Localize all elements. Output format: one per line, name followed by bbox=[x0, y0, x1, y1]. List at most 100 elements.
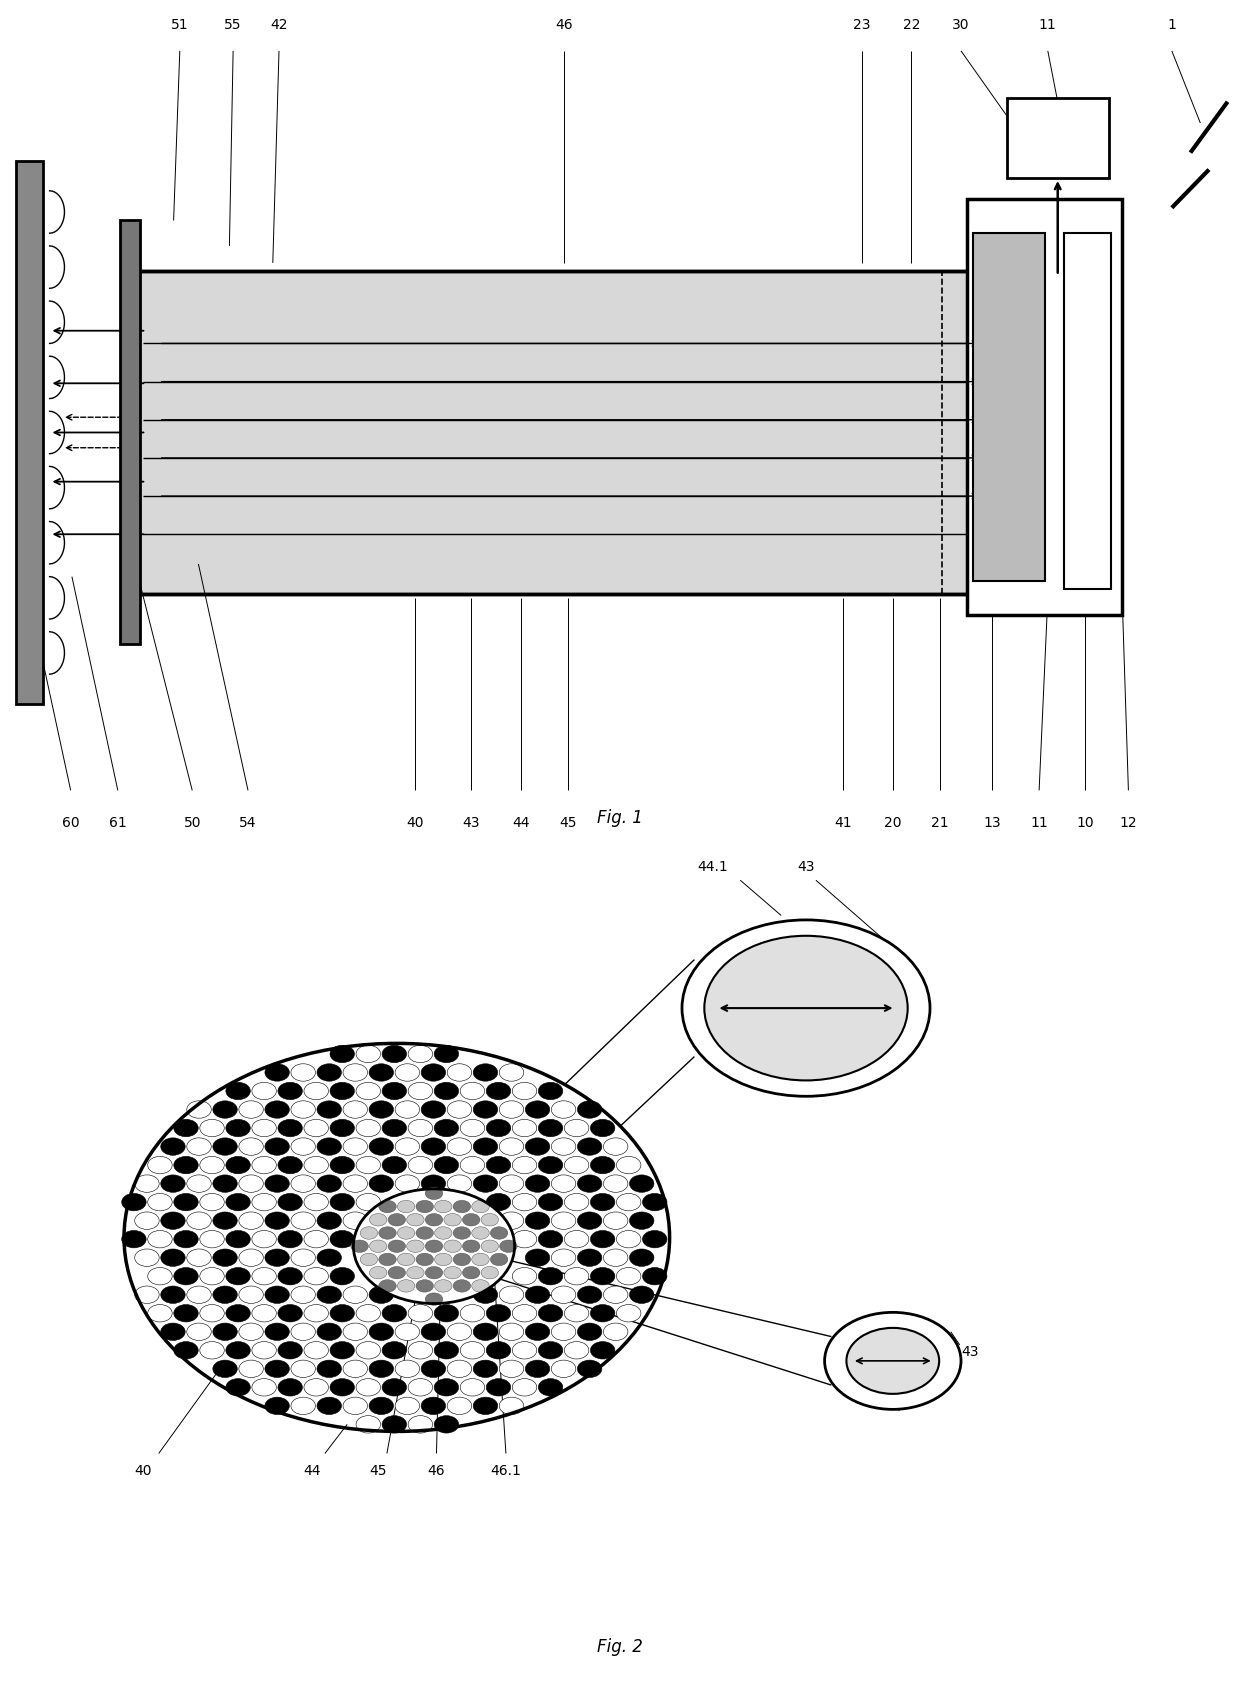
Circle shape bbox=[174, 1194, 198, 1211]
Circle shape bbox=[239, 1101, 263, 1118]
Circle shape bbox=[444, 1267, 461, 1279]
Circle shape bbox=[590, 1119, 615, 1136]
Circle shape bbox=[397, 1253, 415, 1265]
Circle shape bbox=[291, 1398, 315, 1414]
Circle shape bbox=[291, 1175, 315, 1192]
Circle shape bbox=[148, 1157, 172, 1174]
Circle shape bbox=[378, 1201, 397, 1213]
Circle shape bbox=[604, 1323, 627, 1340]
Circle shape bbox=[396, 1138, 419, 1155]
Circle shape bbox=[434, 1304, 459, 1321]
Circle shape bbox=[304, 1194, 329, 1211]
Circle shape bbox=[564, 1194, 589, 1211]
Circle shape bbox=[252, 1342, 277, 1358]
Circle shape bbox=[343, 1286, 367, 1304]
Circle shape bbox=[226, 1304, 250, 1321]
Circle shape bbox=[378, 1280, 397, 1292]
Circle shape bbox=[397, 1226, 415, 1240]
Bar bbox=[973, 234, 1045, 582]
Circle shape bbox=[226, 1119, 250, 1136]
Circle shape bbox=[415, 1226, 434, 1240]
Circle shape bbox=[448, 1101, 471, 1118]
Circle shape bbox=[471, 1226, 490, 1240]
Circle shape bbox=[278, 1082, 303, 1099]
Circle shape bbox=[552, 1175, 575, 1192]
Text: 23: 23 bbox=[853, 19, 870, 32]
Circle shape bbox=[174, 1157, 198, 1174]
Circle shape bbox=[304, 1231, 329, 1248]
Text: 43: 43 bbox=[961, 1345, 978, 1358]
Circle shape bbox=[463, 1214, 480, 1226]
Circle shape bbox=[564, 1342, 589, 1358]
Text: 43: 43 bbox=[797, 860, 815, 873]
Circle shape bbox=[388, 1267, 405, 1279]
Circle shape bbox=[304, 1082, 329, 1099]
Circle shape bbox=[512, 1304, 537, 1321]
Circle shape bbox=[330, 1045, 355, 1063]
Circle shape bbox=[448, 1175, 471, 1192]
Circle shape bbox=[304, 1267, 329, 1286]
Circle shape bbox=[330, 1082, 355, 1099]
Circle shape bbox=[422, 1063, 445, 1080]
Circle shape bbox=[200, 1342, 224, 1358]
Circle shape bbox=[382, 1416, 407, 1433]
Circle shape bbox=[291, 1213, 315, 1230]
Circle shape bbox=[408, 1157, 433, 1174]
Circle shape bbox=[500, 1323, 523, 1340]
Circle shape bbox=[578, 1175, 601, 1192]
Circle shape bbox=[161, 1138, 185, 1155]
Circle shape bbox=[161, 1323, 185, 1340]
Circle shape bbox=[448, 1323, 471, 1340]
Circle shape bbox=[174, 1304, 198, 1321]
Circle shape bbox=[825, 1313, 961, 1409]
Circle shape bbox=[317, 1360, 341, 1377]
Circle shape bbox=[500, 1175, 523, 1192]
Circle shape bbox=[486, 1342, 511, 1358]
Circle shape bbox=[252, 1267, 277, 1286]
Circle shape bbox=[422, 1323, 445, 1340]
Text: 12: 12 bbox=[1120, 816, 1137, 829]
Circle shape bbox=[356, 1342, 381, 1358]
Text: 30: 30 bbox=[952, 19, 970, 32]
Circle shape bbox=[226, 1379, 250, 1396]
Circle shape bbox=[330, 1157, 355, 1174]
Circle shape bbox=[252, 1304, 277, 1321]
Circle shape bbox=[474, 1175, 497, 1192]
Text: 45: 45 bbox=[559, 816, 577, 829]
Text: 61: 61 bbox=[109, 816, 126, 829]
Circle shape bbox=[213, 1101, 237, 1118]
Circle shape bbox=[490, 1226, 508, 1240]
Circle shape bbox=[408, 1342, 433, 1358]
Text: 46: 46 bbox=[428, 1464, 445, 1479]
Text: 21: 21 bbox=[931, 816, 949, 829]
Circle shape bbox=[408, 1304, 433, 1321]
Circle shape bbox=[526, 1213, 549, 1230]
Circle shape bbox=[174, 1267, 198, 1286]
Circle shape bbox=[317, 1175, 341, 1192]
Circle shape bbox=[616, 1194, 641, 1211]
Text: 43: 43 bbox=[463, 816, 480, 829]
Circle shape bbox=[526, 1175, 549, 1192]
Circle shape bbox=[453, 1280, 471, 1292]
Circle shape bbox=[252, 1119, 277, 1136]
Circle shape bbox=[552, 1213, 575, 1230]
Circle shape bbox=[407, 1214, 424, 1226]
Circle shape bbox=[578, 1213, 601, 1230]
Circle shape bbox=[122, 1231, 146, 1248]
Circle shape bbox=[330, 1267, 355, 1286]
Circle shape bbox=[343, 1360, 367, 1377]
Text: 40: 40 bbox=[407, 816, 424, 829]
Circle shape bbox=[291, 1248, 315, 1267]
Text: 22: 22 bbox=[903, 19, 920, 32]
Circle shape bbox=[642, 1194, 667, 1211]
Text: 44: 44 bbox=[512, 816, 529, 829]
Circle shape bbox=[213, 1248, 237, 1267]
Circle shape bbox=[200, 1119, 224, 1136]
Circle shape bbox=[486, 1082, 511, 1099]
Circle shape bbox=[590, 1194, 615, 1211]
Circle shape bbox=[500, 1360, 523, 1377]
Circle shape bbox=[265, 1175, 289, 1192]
Circle shape bbox=[590, 1231, 615, 1248]
Circle shape bbox=[187, 1175, 211, 1192]
Circle shape bbox=[226, 1342, 250, 1358]
